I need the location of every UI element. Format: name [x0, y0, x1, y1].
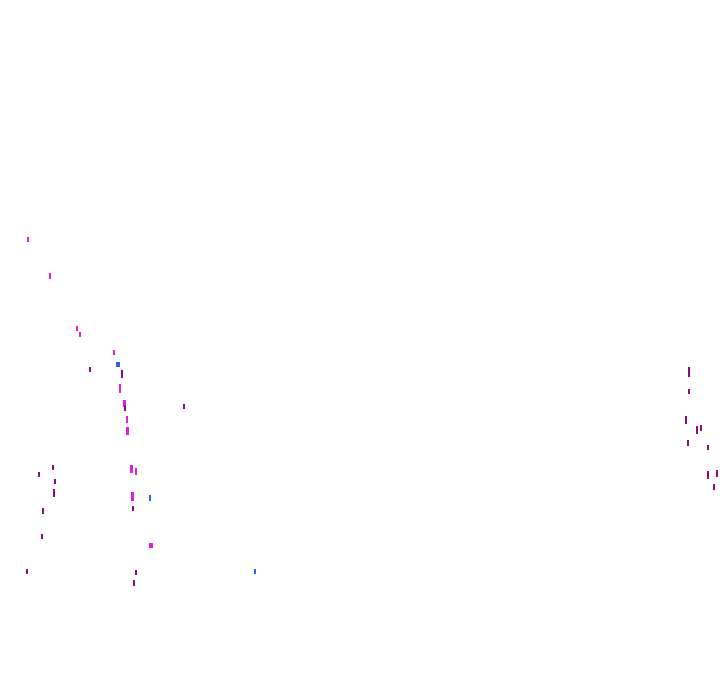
speck	[123, 400, 126, 407]
speck	[54, 479, 56, 484]
speck	[126, 427, 129, 435]
speck	[254, 569, 256, 574]
speck	[89, 367, 91, 372]
speck	[131, 492, 134, 501]
speck	[149, 543, 153, 548]
speck	[76, 326, 78, 331]
speck	[116, 362, 120, 367]
speck	[26, 569, 28, 574]
speck	[135, 468, 137, 475]
speck	[183, 404, 185, 409]
speck	[126, 416, 128, 423]
speck	[687, 440, 689, 446]
speck	[716, 470, 718, 477]
speck	[133, 580, 135, 586]
speck	[707, 445, 709, 450]
speck	[688, 367, 690, 377]
speck	[707, 471, 709, 479]
speck	[696, 426, 698, 434]
speck	[38, 472, 40, 477]
speck	[49, 273, 51, 279]
speck	[713, 484, 715, 490]
speck	[124, 406, 126, 411]
speck	[132, 506, 134, 511]
speck	[688, 389, 690, 394]
speck	[41, 534, 43, 539]
speck	[113, 350, 115, 355]
right-specks	[685, 367, 718, 490]
speck	[149, 495, 151, 501]
speck	[27, 237, 29, 242]
speck	[135, 570, 137, 575]
speck	[700, 425, 702, 431]
speck	[52, 465, 54, 470]
speck	[53, 489, 55, 497]
speck	[121, 370, 123, 378]
speck	[79, 332, 81, 337]
speck	[42, 508, 44, 514]
left-specks	[26, 237, 256, 586]
speck	[685, 416, 687, 424]
speck	[119, 384, 121, 393]
speck	[130, 465, 133, 473]
